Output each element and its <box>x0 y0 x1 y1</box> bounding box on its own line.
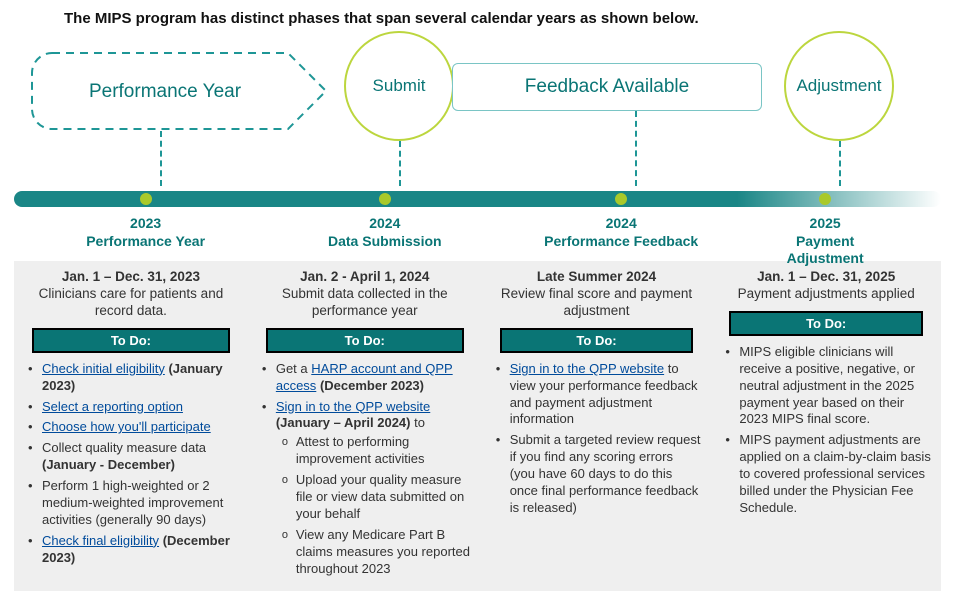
todo-list: Check initial eligibility (January 2023)… <box>24 361 238 567</box>
list-item: Perform 1 high-weighted or 2 medium-weig… <box>28 478 238 529</box>
todo-header: To Do: <box>266 328 464 353</box>
connector-3 <box>635 111 637 186</box>
col-desc: Submit data collected in the performance… <box>258 286 472 320</box>
year-labels: 2023Performance Year 2024Data Submission… <box>14 215 941 261</box>
timeline-bar <box>14 191 941 207</box>
column-2: Jan. 2 - April 1, 2024 Submit data collec… <box>248 265 482 581</box>
timeline-dot-4 <box>819 193 831 205</box>
list-item: Choose how you'll participate <box>28 419 238 436</box>
list-item: Collect quality measure data (January - … <box>28 440 238 474</box>
year-1: 2023Performance Year <box>86 215 205 250</box>
timeline-dot-2 <box>379 193 391 205</box>
list-item: Select a reporting option <box>28 399 238 416</box>
feedback-label: Feedback Available <box>525 76 689 98</box>
submit-circle: Submit <box>344 31 454 141</box>
todo-list: Sign in to the QPP website to view your … <box>492 361 702 517</box>
col-desc: Payment adjustments applied <box>721 286 931 303</box>
link-choose-participate[interactable]: Choose how you'll participate <box>42 419 211 434</box>
link-signin-qpp-1[interactable]: Sign in to the QPP website <box>276 399 430 414</box>
column-4: Jan. 1 – Dec. 31, 2025 Payment adjustment… <box>711 265 941 581</box>
col-date: Late Summer 2024 <box>492 269 702 284</box>
phase-diagram: Performance Year Submit Feedback Availab… <box>14 41 941 151</box>
list-item: Upload your quality measure file or view… <box>282 472 472 523</box>
list-item: MIPS payment adjustments are applied on … <box>725 432 931 516</box>
link-final-eligibility[interactable]: Check final eligibility <box>42 533 159 548</box>
performance-year-shape: Performance Year <box>30 51 330 131</box>
columns: Jan. 1 – Dec. 31, 2023 Clinicians care fo… <box>14 261 941 591</box>
list-item: Attest to performing improvement activit… <box>282 434 472 468</box>
feedback-rect: Feedback Available <box>452 63 762 111</box>
connector-1 <box>160 131 162 186</box>
todo-header: To Do: <box>729 311 923 336</box>
link-signin-qpp-2[interactable]: Sign in to the QPP website <box>510 361 664 376</box>
year-4: 2025Payment Adjustment <box>767 215 883 268</box>
list-item: Sign in to the QPP website to view your … <box>496 361 702 429</box>
year-2: 2024Data Submission <box>328 215 442 250</box>
col-date: Jan. 1 – Dec. 31, 2025 <box>721 269 931 284</box>
column-1: Jan. 1 – Dec. 31, 2023 Clinicians care fo… <box>14 265 248 581</box>
list-item: Sign in to the QPP website (January – Ap… <box>262 399 472 578</box>
list-item: View any Medicare Part B claims measures… <box>282 527 472 578</box>
submit-label: Submit <box>373 76 426 96</box>
todo-list: MIPS eligible clinicians will receive a … <box>721 344 931 517</box>
timeline-dot-1 <box>140 193 152 205</box>
col-date: Jan. 1 – Dec. 31, 2023 <box>24 269 238 284</box>
link-select-option[interactable]: Select a reporting option <box>42 399 183 414</box>
page-title: The MIPS program has distinct phases tha… <box>64 10 941 27</box>
list-item: Get a HARP account and QPP access (Decem… <box>262 361 472 395</box>
todo-header: To Do: <box>32 328 230 353</box>
adjustment-label: Adjustment <box>796 76 881 96</box>
list-item: MIPS eligible clinicians will receive a … <box>725 344 931 428</box>
list-item: Check initial eligibility (January 2023) <box>28 361 238 395</box>
todo-header: To Do: <box>500 328 694 353</box>
performance-year-label: Performance Year <box>89 81 242 102</box>
list-item: Submit a targeted review request if you … <box>496 432 702 516</box>
adjustment-circle: Adjustment <box>784 31 894 141</box>
col-date: Jan. 2 - April 1, 2024 <box>258 269 472 284</box>
connector-2 <box>399 141 401 186</box>
column-3: Late Summer 2024 Review final score and p… <box>482 265 712 581</box>
year-3: 2024Performance Feedback <box>544 215 698 250</box>
sub-list: Attest to performing improvement activit… <box>276 434 472 577</box>
list-item: Check final eligibility (December 2023) <box>28 533 238 567</box>
todo-list: Get a HARP account and QPP access (Decem… <box>258 361 472 578</box>
col-desc: Clinicians care for patients and record … <box>24 286 238 320</box>
connector-4 <box>839 141 841 186</box>
link-initial-eligibility[interactable]: Check initial eligibility <box>42 361 165 376</box>
timeline-dot-3 <box>615 193 627 205</box>
col-desc: Review final score and payment adjustmen… <box>492 286 702 320</box>
